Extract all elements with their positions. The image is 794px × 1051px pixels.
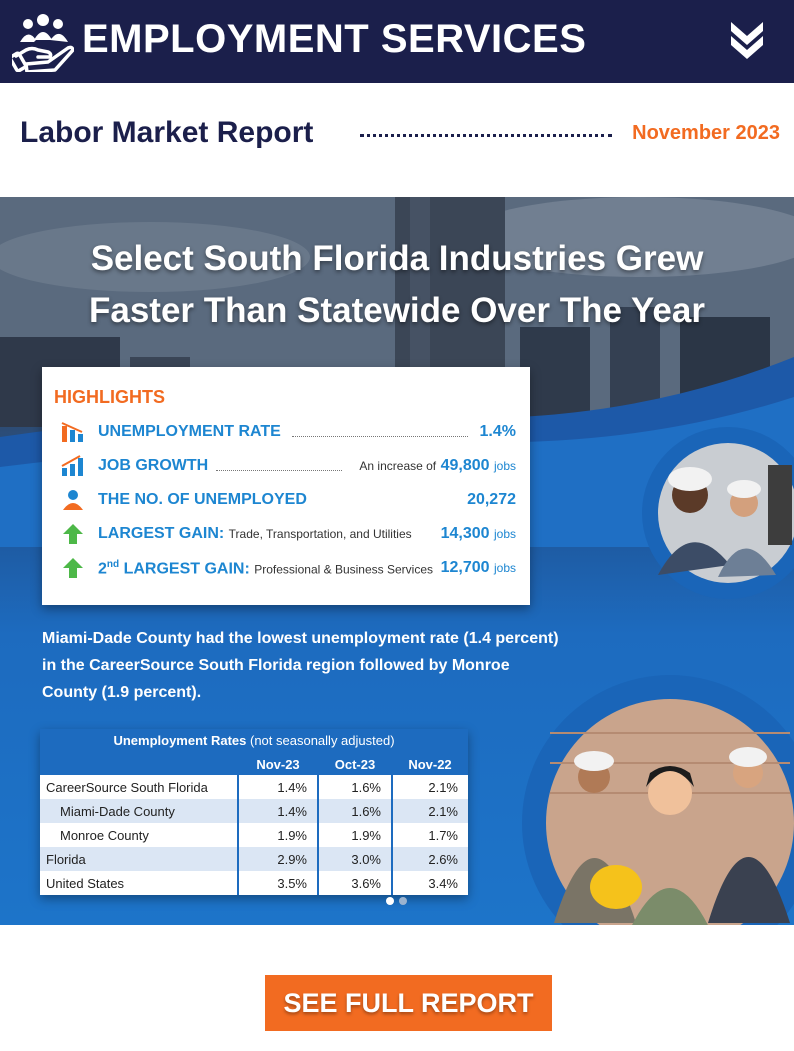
highlight-suffix: jobs bbox=[493, 561, 516, 575]
highlight-rank-suffix: nd bbox=[106, 559, 120, 570]
workers-photo-circle bbox=[642, 427, 794, 599]
dotted-leader bbox=[216, 470, 342, 471]
table-cell: 2.6% bbox=[391, 847, 468, 871]
carousel-dot[interactable] bbox=[399, 897, 407, 905]
table-cell: 3.4% bbox=[391, 871, 468, 895]
rates-title-bold: Unemployment Rates bbox=[113, 733, 247, 748]
table-cell: 2.1% bbox=[391, 799, 468, 823]
person-icon bbox=[63, 490, 83, 510]
highlight-label: UNEMPLOYMENT RATE bbox=[98, 423, 281, 440]
highlight-number: 49,800 bbox=[440, 457, 490, 474]
row-name: Monroe County bbox=[60, 827, 149, 843]
highlights-card: HIGHLIGHTS UNEMPLOYMENT RATE 1.4% JOB GR… bbox=[42, 367, 530, 605]
carousel-indicators bbox=[386, 897, 408, 905]
table-cell: 1.9% bbox=[317, 823, 392, 847]
highlight-unemployed-count: THE NO. OF UNEMPLOYED 20,272 bbox=[56, 485, 516, 515]
table-cell: 1.6% bbox=[317, 775, 392, 799]
highlight-label: THE NO. OF UNEMPLOYED bbox=[98, 491, 307, 508]
highlight-label: JOB GROWTH bbox=[98, 457, 209, 474]
double-chevron-down-icon[interactable] bbox=[724, 16, 770, 62]
infographic-headline: Select South Florida Industries Grew Fas… bbox=[0, 233, 794, 337]
column-header: Nov-23 bbox=[238, 753, 318, 775]
highlight-number: 14,300 bbox=[440, 525, 490, 542]
report-date: November 2023 bbox=[632, 122, 780, 144]
row-name: CareerSource South Florida bbox=[46, 779, 208, 795]
unemployment-rates-table-card: Unemployment Rates (not seasonally adjus… bbox=[40, 729, 468, 895]
up-arrow-icon bbox=[63, 524, 83, 544]
highlight-largest-gain: LARGEST GAIN: Trade, Transportation, and… bbox=[56, 519, 516, 549]
highlight-value: 1.4% bbox=[479, 423, 516, 440]
column-header: Oct-23 bbox=[318, 753, 392, 775]
report-heading-row: Labor Market Report November 2023 bbox=[20, 110, 780, 160]
table-cell: 3.5% bbox=[237, 871, 318, 895]
highlight-value: An increase of 49,800 jobs bbox=[359, 457, 516, 475]
labor-market-infographic[interactable]: Select South Florida Industries Grew Fas… bbox=[0, 197, 794, 925]
column-header: Nov-22 bbox=[392, 753, 468, 775]
highlight-label-text: LARGEST GAIN: bbox=[123, 560, 250, 578]
highlight-rank: 2 bbox=[98, 560, 107, 578]
rates-table-title: Unemployment Rates (not seasonally adjus… bbox=[40, 729, 468, 753]
highlight-second-largest-gain: 2nd LARGEST GAIN: Professional & Busines… bbox=[56, 553, 516, 583]
highlight-suffix: jobs bbox=[493, 459, 516, 473]
table-row: Florida 2.9% 3.0% 2.6% bbox=[40, 847, 468, 871]
header-title: EMPLOYMENT SERVICES bbox=[82, 17, 587, 61]
table-cell: 1.6% bbox=[317, 799, 392, 823]
see-full-report-button[interactable]: SEE FULL REPORT bbox=[265, 975, 552, 1031]
highlight-detail: Professional & Business Services bbox=[254, 562, 433, 577]
table-row: United States 3.5% 3.6% 3.4% bbox=[40, 871, 468, 895]
table-row: Miami-Dade County 1.4% 1.6% 2.1% bbox=[40, 799, 468, 823]
row-name: United States bbox=[46, 875, 125, 891]
highlight-value: 20,272 bbox=[467, 491, 516, 508]
dotted-leader bbox=[360, 134, 612, 137]
table-cell: 1.4% bbox=[237, 775, 318, 799]
column-header bbox=[40, 753, 238, 775]
highlight-number: 12,700 bbox=[440, 559, 490, 576]
row-name: Florida bbox=[40, 847, 238, 871]
highlight-unemployment-rate: UNEMPLOYMENT RATE 1.4% bbox=[56, 417, 516, 447]
highlight-value: 14,300 jobs bbox=[441, 525, 516, 543]
table-row: Monroe County 1.9% 1.9% 1.7% bbox=[40, 823, 468, 847]
highlight-value: 12,700 jobs bbox=[441, 559, 516, 577]
row-name: Miami-Dade County bbox=[40, 799, 238, 823]
carousel-dot-active[interactable] bbox=[386, 897, 394, 905]
table-cell: 3.6% bbox=[317, 871, 392, 895]
bar-chart-up-icon bbox=[61, 455, 83, 476]
highlight-detail: Trade, Transportation, and Utilities bbox=[228, 527, 412, 541]
table-row: CareerSource South Florida 1.4% 1.6% 2.1… bbox=[40, 775, 468, 799]
headline-line-2: Faster Than Statewide Over The Year bbox=[89, 291, 705, 330]
construction-workers-photo-circle bbox=[522, 675, 794, 925]
dotted-leader bbox=[292, 436, 468, 437]
table-cell: 1.9% bbox=[237, 823, 318, 847]
highlight-job-growth: JOB GROWTH An increase of 49,800 jobs bbox=[56, 451, 516, 481]
highlight-prefix: An increase of bbox=[359, 459, 437, 473]
table-cell: 3.0% bbox=[317, 847, 392, 871]
table-cell: 2.1% bbox=[391, 775, 468, 799]
rates-title-rest: (not seasonally adjusted) bbox=[250, 733, 395, 748]
region-summary-text: Miami-Dade County had the lowest unemplo… bbox=[42, 630, 559, 701]
highlights-heading: HIGHLIGHTS bbox=[54, 387, 165, 407]
report-title: Labor Market Report bbox=[20, 116, 314, 149]
highlight-suffix: jobs bbox=[493, 527, 516, 541]
highlight-label: LARGEST GAIN: Trade, Transportation, and… bbox=[98, 525, 412, 543]
table-cell: 1.4% bbox=[237, 799, 318, 823]
table-cell: 1.7% bbox=[391, 823, 468, 847]
bar-chart-down-icon bbox=[61, 422, 83, 442]
up-arrow-icon bbox=[63, 558, 83, 578]
headline-line-1: Select South Florida Industries Grew bbox=[90, 239, 704, 278]
top-header-bar: EMPLOYMENT SERVICES bbox=[0, 0, 794, 83]
table-header-row: Nov-23 Oct-23 Nov-22 bbox=[40, 753, 468, 775]
highlight-label: 2nd LARGEST GAIN: Professional & Busines… bbox=[98, 559, 433, 578]
unemployment-rates-table: Nov-23 Oct-23 Nov-22 CareerSource South … bbox=[40, 753, 468, 895]
table-cell: 2.9% bbox=[237, 847, 318, 871]
people-in-hand-icon bbox=[12, 14, 74, 72]
highlight-label-text: LARGEST GAIN: bbox=[98, 525, 225, 542]
